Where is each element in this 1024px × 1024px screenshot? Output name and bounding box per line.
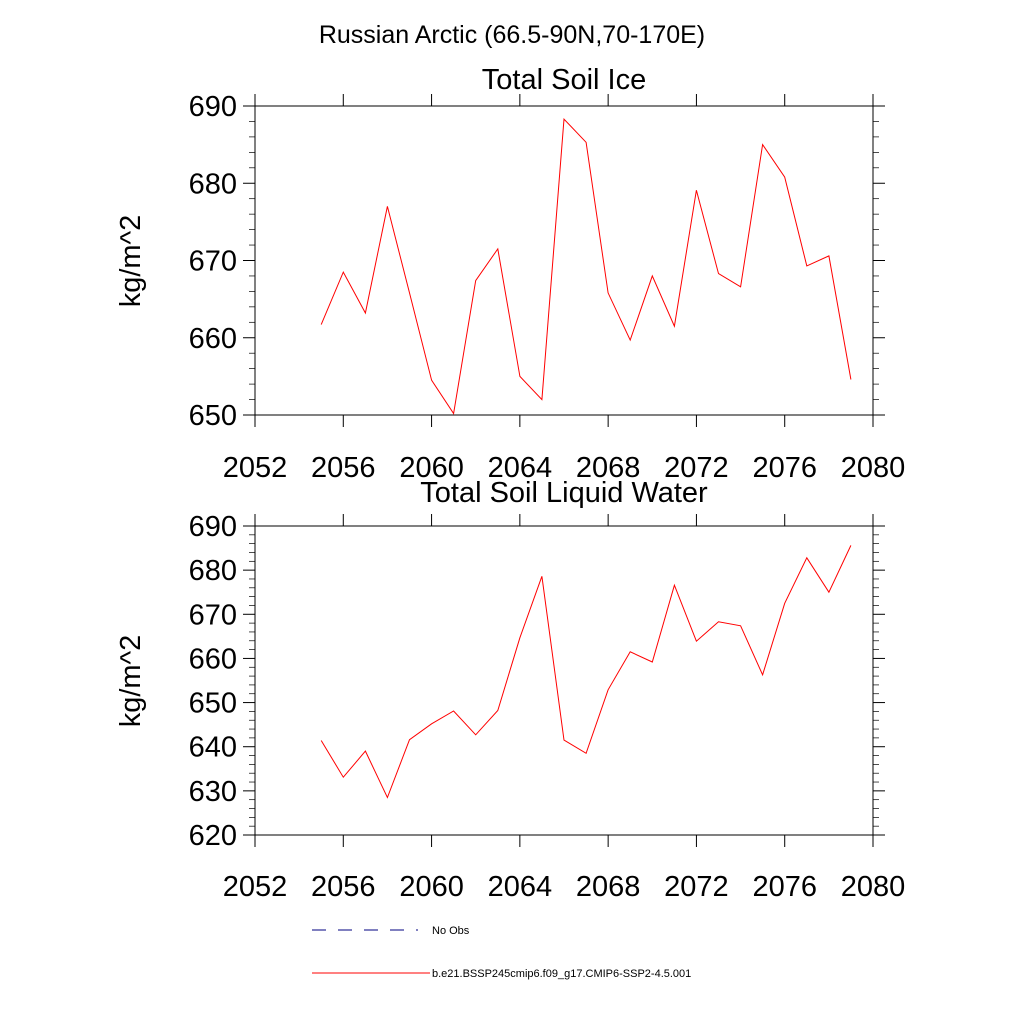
legend-model-label: b.e21.BSSP245cmip6.f09_g17.CMIP6-SSP2-4.… bbox=[432, 968, 691, 980]
soil-liquid-water-x-tick-label: 2052 bbox=[223, 871, 288, 903]
soil-ice-series-line bbox=[320, 117, 852, 415]
soil-ice-y-tick-label: 660 bbox=[189, 323, 237, 355]
soil-liquid-water-x-tick-label: 2068 bbox=[576, 871, 641, 903]
soil-liquid-water-x-tick-label: 2064 bbox=[488, 871, 553, 903]
soil-ice-y-tick-label: 650 bbox=[189, 400, 237, 432]
soil-liquid-water-y-tick-label: 660 bbox=[189, 643, 237, 675]
soil-liquid-water-y-tick-label: 650 bbox=[189, 688, 237, 720]
soil-liquid-water-x-tick-label: 2060 bbox=[399, 871, 464, 903]
soil-ice-x-tick-label: 2056 bbox=[311, 452, 376, 484]
legend-no-obs-label: No Obs bbox=[432, 925, 470, 937]
soil-ice-x-tick-label: 2060 bbox=[399, 452, 464, 484]
soil-ice-plot-frame bbox=[254, 105, 874, 416]
soil-liquid-water-y-tick-label: 640 bbox=[189, 732, 237, 764]
soil-liquid-water-panel-title: Total Soil Liquid Water bbox=[420, 477, 708, 509]
soil-ice-y-tick-label: 670 bbox=[189, 246, 237, 278]
soil-liquid-water-y-tick-label: 670 bbox=[189, 599, 237, 631]
soil-liquid-water-panel: Total Soil Liquid Water kg/m^2 2052 2056 2… bbox=[115, 477, 905, 903]
soil-ice-x-tick-label: 2076 bbox=[752, 452, 817, 484]
soil-ice-x-tick-label: 2080 bbox=[841, 452, 906, 484]
soil-ice-panel-title: Total Soil Ice bbox=[482, 64, 646, 96]
soil-liquid-water-y-tick-label: 690 bbox=[189, 511, 237, 543]
soil-liquid-water-x-tick-label: 2076 bbox=[752, 871, 817, 903]
soil-ice-x-tick-label: 2064 bbox=[488, 452, 553, 484]
soil-ice-x-tick-label: 2068 bbox=[576, 452, 641, 484]
soil-ice-y-tick-label: 690 bbox=[189, 91, 237, 123]
soil-liquid-water-x-tick-label: 2080 bbox=[841, 871, 906, 903]
soil-liquid-water-y-tick-label: 630 bbox=[189, 776, 237, 808]
soil-ice-y-axis-label: kg/m^2 bbox=[115, 215, 147, 308]
soil-liquid-water-y-tick-label: 680 bbox=[189, 555, 237, 587]
soil-liquid-water-plot-frame bbox=[254, 525, 874, 836]
soil-ice-panel: Total Soil Ice kg/m^2 2052 2056 2060 2064 20… bbox=[115, 64, 905, 484]
soil-ice-y-tick-label: 680 bbox=[189, 168, 237, 200]
soil-liquid-water-x-tick-label: 2072 bbox=[664, 871, 729, 903]
figure-title: Russian Arctic (66.5-90N,70-170E) bbox=[319, 21, 705, 49]
soil-liquid-water-y-axis-label: kg/m^2 bbox=[115, 635, 147, 728]
soil-ice-x-tick-label: 2052 bbox=[223, 452, 288, 484]
soil-liquid-water-x-tick-label: 2056 bbox=[311, 871, 376, 903]
legend: No Obs b.e21.BSSP245cmip6.f09_g17.CMIP6-… bbox=[312, 925, 691, 980]
soil-liquid-water-y-tick-label: 620 bbox=[189, 820, 237, 852]
soil-liquid-water-series-line bbox=[320, 545, 852, 799]
soil-ice-x-tick-label: 2072 bbox=[664, 452, 729, 484]
